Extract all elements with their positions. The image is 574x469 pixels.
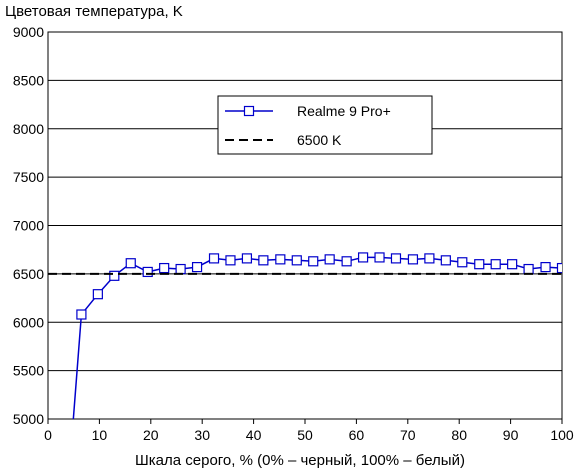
x-axis-label: Шкала серого, % (0% – черный, 100% – бел… xyxy=(135,452,465,469)
legend-item-1: Realme 9 Pro+ xyxy=(225,103,391,119)
plot-frame xyxy=(47,31,563,420)
data-point xyxy=(275,254,286,265)
y-tick-label: 5000 xyxy=(13,411,44,427)
axes: 5000 5500 6000 6500 7000 7500 8000 8500 9000 0 10 2… xyxy=(13,24,574,443)
data-point xyxy=(76,309,87,320)
data-point xyxy=(457,257,468,268)
data-point xyxy=(159,262,170,274)
y-tick-label: 7500 xyxy=(13,169,44,185)
legend-label: 6500 K xyxy=(297,132,342,148)
x-tick-label: 20 xyxy=(143,427,159,443)
data-point xyxy=(258,255,269,266)
data-point xyxy=(390,253,402,264)
x-tick-label: 10 xyxy=(92,427,108,443)
y-tick-label: 6500 xyxy=(13,266,44,282)
data-point xyxy=(208,253,220,264)
data-point xyxy=(324,254,335,265)
data-point xyxy=(191,262,203,273)
data-point xyxy=(523,263,534,275)
data-point xyxy=(374,252,385,263)
series-layer xyxy=(48,252,562,419)
x-tick-label: 0 xyxy=(44,427,52,443)
data-point xyxy=(357,252,369,263)
data-point xyxy=(507,259,518,270)
data-point xyxy=(225,255,236,266)
x-tick-label: 90 xyxy=(503,427,519,443)
y-tick-label: 8500 xyxy=(13,72,44,88)
data-point xyxy=(341,256,352,267)
y-tick-label: 9000 xyxy=(13,24,44,40)
x-tick-label: 70 xyxy=(400,427,416,443)
data-point xyxy=(556,262,562,274)
y-tick-label: 8000 xyxy=(13,121,44,137)
data-point xyxy=(407,254,419,265)
legend-box xyxy=(217,95,433,155)
y-tick-label: 7000 xyxy=(13,218,44,234)
x-tick-label: 100 xyxy=(550,427,574,443)
data-point xyxy=(440,255,451,266)
data-point xyxy=(474,259,485,270)
data-point xyxy=(540,262,551,273)
y-tick-label: 6000 xyxy=(13,314,44,330)
data-point xyxy=(92,289,103,300)
x-tick-label: 30 xyxy=(194,427,210,443)
data-point xyxy=(125,258,136,269)
grid-lines xyxy=(48,31,562,420)
data-point xyxy=(291,255,302,266)
data-point xyxy=(308,256,319,267)
x-tick-label: 40 xyxy=(246,427,262,443)
data-point xyxy=(142,266,153,278)
data-point xyxy=(424,253,435,264)
data-point xyxy=(241,253,253,264)
series-1 xyxy=(72,252,562,419)
x-tick-label: 80 xyxy=(451,427,467,443)
legend-marker xyxy=(243,105,255,117)
legend-label: Realme 9 Pro+ xyxy=(297,103,391,119)
x-tick-label: 60 xyxy=(349,427,365,443)
x-tick-label: 50 xyxy=(297,427,313,443)
y-tick-label: 5500 xyxy=(13,363,44,379)
chart-title: Цветовая температура, K xyxy=(5,3,183,20)
data-point xyxy=(490,259,501,270)
legend: Realme 9 Pro+ 6500 K xyxy=(217,95,433,155)
data-point xyxy=(109,270,120,281)
legend-item-2: 6500 K xyxy=(225,132,342,148)
data-point xyxy=(175,263,186,275)
